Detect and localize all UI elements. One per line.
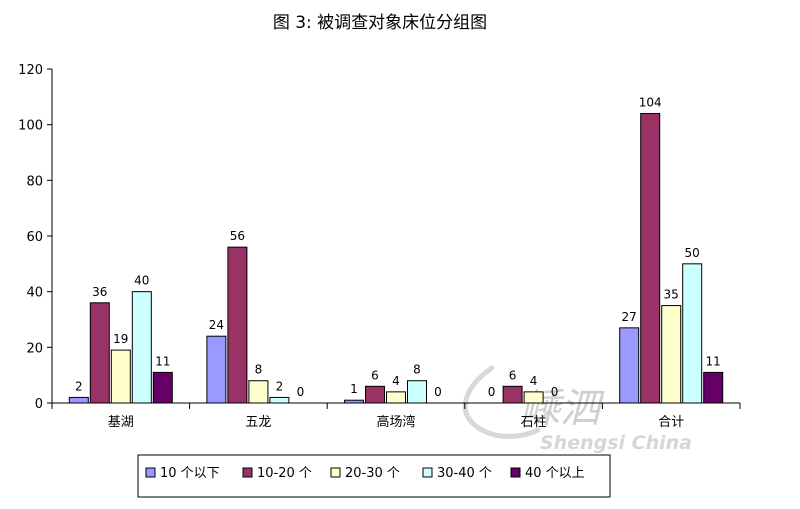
bar-data-label: 11 [155, 354, 170, 368]
bar-data-label: 4 [392, 374, 400, 388]
bar-data-label: 11 [706, 354, 721, 368]
watermark-swoosh [462, 365, 541, 439]
bar [619, 327, 640, 404]
bar-data-label: 0 [434, 385, 442, 399]
y-tick-label: 80 [26, 174, 43, 189]
bar [682, 263, 703, 404]
bar-data-label: 36 [92, 285, 107, 299]
legend-swatch [145, 467, 156, 478]
y-tick-label: 0 [35, 397, 43, 412]
bar [344, 399, 364, 404]
bar [365, 385, 385, 404]
bar-data-label: 4 [530, 374, 538, 388]
legend-swatch [330, 467, 341, 478]
category-label: 石柱 [521, 415, 547, 430]
bar-data-label: 40 [134, 274, 149, 288]
category-label: 高场湾 [376, 414, 415, 430]
chart-title: 图 3: 被调查对象床位分组图 [273, 13, 487, 33]
bar-data-label: 8 [413, 363, 421, 377]
bar [248, 380, 269, 404]
bar-data-label: 2 [276, 379, 284, 393]
bar [68, 396, 89, 404]
legend-label: 40 个以上 [525, 466, 585, 481]
chart-bars [68, 113, 724, 404]
bar [386, 391, 406, 404]
category-label: 合计 [658, 415, 684, 430]
legend-swatch [242, 467, 253, 478]
bar [523, 391, 544, 404]
bar [502, 385, 523, 404]
bar [131, 291, 152, 404]
bar-data-label: 6 [371, 368, 379, 382]
bar-data-label: 1 [350, 382, 358, 396]
bar-data-label: 8 [255, 363, 263, 377]
bar [640, 113, 661, 404]
legend-swatch [510, 467, 521, 478]
bar-data-label: 19 [113, 332, 128, 346]
bar-data-label: 0 [551, 385, 559, 399]
category-label: 五龙 [245, 415, 271, 430]
bar-data-label: 24 [209, 318, 224, 332]
legend-label: 10-20 个 [257, 466, 312, 481]
bar-data-label: 0 [488, 385, 496, 399]
y-tick-label: 20 [26, 341, 43, 356]
y-tick-label: 120 [18, 63, 43, 78]
bar-data-label: 2 [75, 379, 83, 393]
bar-data-label: 104 [639, 96, 662, 110]
legend-label: 20-30 个 [345, 466, 400, 481]
bar [703, 371, 724, 404]
y-tick-label: 60 [26, 230, 43, 245]
bar-data-label: 50 [685, 246, 700, 260]
bar-data-label: 0 [297, 385, 305, 399]
legend-box [137, 454, 611, 498]
watermark-english: Shengsi China [540, 432, 692, 454]
legend-label: 30-40 个 [437, 466, 492, 481]
bar-data-label: 27 [622, 310, 637, 324]
bar [661, 305, 682, 404]
bar [152, 371, 173, 404]
bar [407, 380, 427, 404]
bar [110, 349, 131, 404]
legend-label: 10 个以下 [160, 466, 220, 481]
bar [269, 396, 290, 404]
bar [206, 335, 227, 404]
bar-data-label: 35 [664, 288, 679, 302]
category-label: 基湖 [108, 415, 134, 430]
bar [89, 302, 110, 404]
chart-legend: 10 个以下 10-20 个 20-30 个 30-40 个 40 个以上 [137, 454, 611, 498]
y-tick-label: 100 [18, 119, 43, 134]
bar-data-label: 6 [509, 368, 517, 382]
legend-swatch [422, 467, 433, 478]
y-tick-label: 40 [26, 286, 43, 301]
bar-data-label: 56 [230, 229, 245, 243]
bar [227, 246, 248, 404]
